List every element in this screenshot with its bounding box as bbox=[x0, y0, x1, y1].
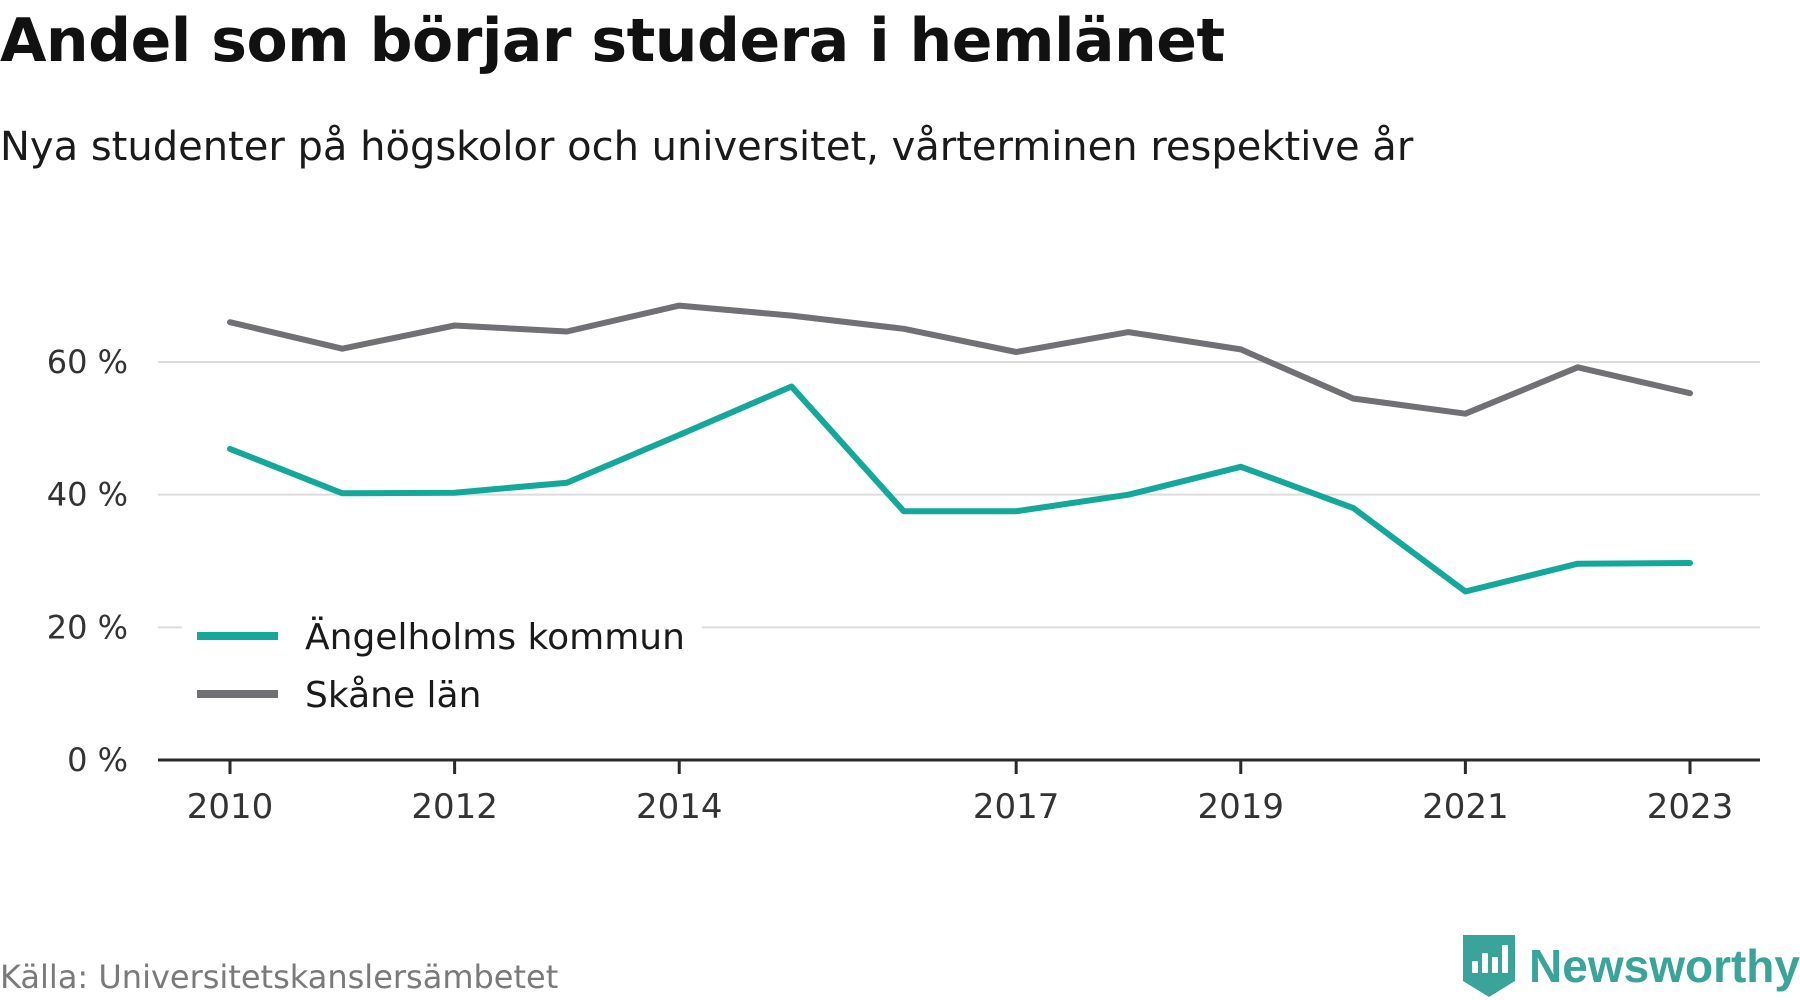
legend: Ängelholms kommun Skåne län bbox=[182, 602, 702, 742]
x-tick-label: 2010 bbox=[187, 787, 274, 827]
series-line-1 bbox=[227, 302, 1693, 417]
legend-background bbox=[182, 602, 702, 742]
chart-title: Andel som börjar studera i hemlänet bbox=[0, 6, 1225, 76]
legend-label: Ängelholms kommun bbox=[305, 616, 685, 658]
source-note: Källa: Universitetskanslersämbetet bbox=[0, 958, 559, 996]
y-tick-label: 60 % bbox=[47, 343, 128, 381]
brand-name: Newsworthy bbox=[1529, 940, 1800, 992]
x-tick-label: 2023 bbox=[1647, 787, 1734, 827]
x-axis: 2010 2012 2014 2017 2019 2021 2023 bbox=[158, 758, 1760, 827]
series-lines bbox=[227, 302, 1693, 595]
series-line-0 bbox=[227, 383, 1693, 595]
x-tick-label: 2014 bbox=[636, 787, 723, 827]
y-tick-label: 40 % bbox=[47, 476, 128, 514]
x-tick-label: 2019 bbox=[1198, 787, 1285, 827]
y-tick-label: 20 % bbox=[47, 608, 128, 646]
legend-label: Skåne län bbox=[305, 675, 481, 716]
chart-subtitle: Nya studenter på högskolor och universit… bbox=[0, 124, 1414, 170]
y-tick-label: 0 % bbox=[67, 741, 128, 779]
bar-chart-bubble-icon bbox=[1463, 935, 1516, 997]
x-tick-label: 2017 bbox=[973, 787, 1060, 827]
x-tick-label: 2012 bbox=[411, 787, 498, 827]
x-tick-label: 2021 bbox=[1422, 787, 1509, 827]
y-axis-ticks: 0 % 20 % 40 % 60 % bbox=[47, 343, 128, 779]
brand-logo: Newsworthy bbox=[1463, 935, 1800, 997]
